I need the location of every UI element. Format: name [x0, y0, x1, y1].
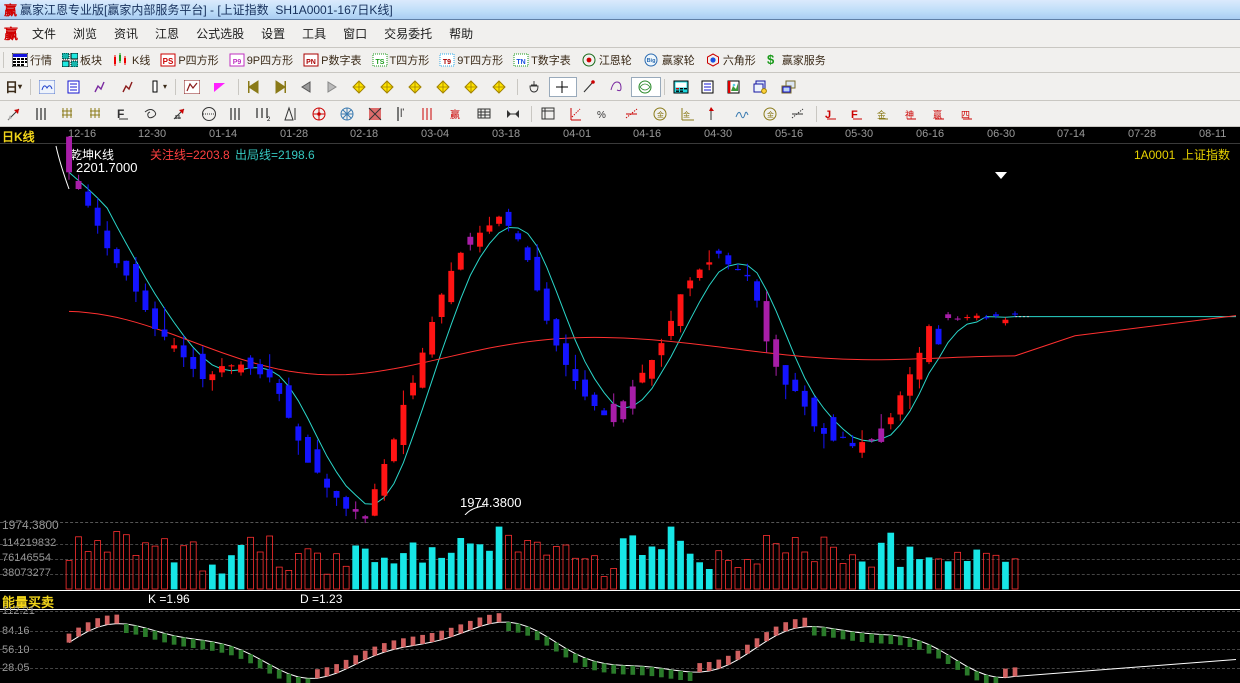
- svg-text:金: 金: [657, 110, 664, 119]
- svg-text:PS: PS: [163, 57, 174, 66]
- svg-text:PN: PN: [306, 59, 316, 66]
- svg-text:金: 金: [683, 110, 690, 119]
- svg-text:金: 金: [767, 110, 774, 119]
- svg-text:赢: 赢: [933, 109, 942, 120]
- svg-text:$: $: [767, 53, 775, 67]
- svg-text:神: 神: [905, 109, 914, 120]
- svg-text:2: 2: [267, 117, 271, 122]
- svg-text:Big: Big: [646, 58, 655, 64]
- svg-text:P9: P9: [232, 59, 241, 66]
- svg-text:T9: T9: [443, 59, 451, 66]
- svg-text:赢: 赢: [450, 108, 460, 121]
- svg-text:TS: TS: [375, 59, 384, 66]
- svg-text:|': |': [400, 107, 404, 117]
- svg-text:TN: TN: [516, 59, 525, 66]
- svg-text:%: %: [597, 110, 606, 121]
- svg-text:金: 金: [877, 109, 886, 120]
